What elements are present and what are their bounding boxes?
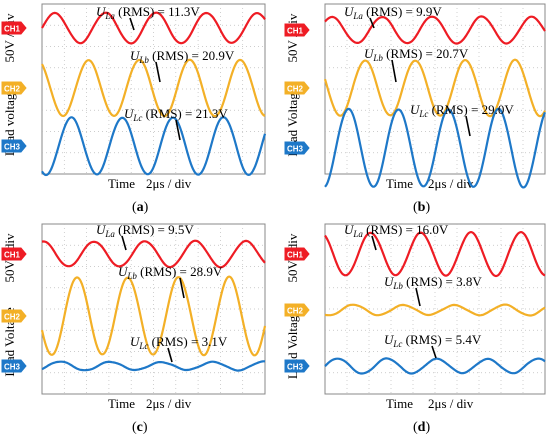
annotation-pointer xyxy=(391,59,397,83)
trace-ch3 xyxy=(41,116,267,177)
channel-badge-ch2: CH2 xyxy=(1,81,27,95)
panel-label: (c) xyxy=(132,420,148,435)
grid xyxy=(325,224,545,394)
channel-badge-ch3: CH3 xyxy=(1,139,27,153)
x-axis-label: Time xyxy=(386,396,413,411)
rms-annotation: ULc (RMS) = 21.3V xyxy=(124,106,228,123)
annotation-pointer xyxy=(415,287,421,307)
trace-ch2 xyxy=(41,58,266,118)
annotation-pointer xyxy=(175,119,181,141)
trace-ch3 xyxy=(324,357,546,375)
panel-b: 50V / div Load Voltage Time 2μs / div (b) CH1… xyxy=(284,3,547,215)
annotation-pointer xyxy=(167,347,173,363)
channel-badge-ch2: CH2 xyxy=(1,309,27,323)
y-axis-label: Load voltage xyxy=(2,88,17,156)
channel-badge-ch3: CH3 xyxy=(284,141,310,155)
rms-annotation: ULb (RMS) = 3.8V xyxy=(384,274,482,291)
rms-annotation: ULb (RMS) = 20.7V xyxy=(364,46,469,63)
trace-ch2 xyxy=(324,303,546,317)
rms-annotation: ULa (RMS) = 11.3V xyxy=(96,4,200,21)
x-axis-label: Time xyxy=(386,176,413,191)
rms-annotation: ULc (RMS) = 29.0V xyxy=(410,102,514,119)
panel-label: (d) xyxy=(413,420,430,435)
channel-badge-ch2: CH2 xyxy=(284,81,310,95)
channel-label: CH3 xyxy=(287,145,304,154)
rms-annotation: ULa (RMS) = 9.5V xyxy=(96,222,194,239)
trace-ch2 xyxy=(40,275,267,357)
rms-annotation: ULb (RMS) = 20.9V xyxy=(130,48,235,65)
trace-ch1 xyxy=(41,11,266,45)
grid xyxy=(42,224,265,394)
rms-annotation: ULc (RMS) = 5.4V xyxy=(384,332,482,349)
channel-badge-ch1: CH1 xyxy=(1,247,27,261)
channel-label: CH1 xyxy=(4,25,21,34)
channel-badge-ch1: CH1 xyxy=(1,21,27,35)
channel-label: CH2 xyxy=(287,85,304,94)
trace-ch1 xyxy=(324,15,546,45)
x-scale-label: 2μs / div xyxy=(428,396,474,411)
y-scale-label: 50V / div xyxy=(285,13,300,62)
rms-annotation: ULa (RMS) = 16.0V xyxy=(344,222,449,239)
rms-annotation: ULb (RMS) = 28.9V xyxy=(118,264,223,281)
x-axis-label: Time xyxy=(108,176,135,191)
panel-label: (b) xyxy=(413,200,430,215)
channel-label: CH3 xyxy=(4,363,21,372)
channel-label: CH1 xyxy=(4,251,21,260)
channel-label: CH1 xyxy=(287,27,304,36)
annotation-pointer xyxy=(129,17,135,31)
x-scale-label: 2μs / div xyxy=(146,176,192,191)
x-axis-label: Time xyxy=(108,396,135,411)
annotation-pointer xyxy=(431,345,437,359)
panel-label: (a) xyxy=(132,200,149,215)
annotation-pointer xyxy=(155,61,161,83)
channel-badge-ch2: CH2 xyxy=(284,303,310,317)
x-scale-label: 2μs / div xyxy=(428,176,474,191)
y-axis-label: Load Voltage xyxy=(285,87,300,156)
channel-badge-ch3: CH3 xyxy=(1,359,27,373)
trace-ch3 xyxy=(324,107,547,189)
trace-ch2 xyxy=(323,58,546,118)
annotation-pointer xyxy=(121,235,127,251)
y-scale-label: 50V / div xyxy=(2,13,17,62)
channel-label: CH3 xyxy=(4,143,21,152)
channel-badge-ch3: CH3 xyxy=(284,359,310,373)
trace-ch1 xyxy=(41,239,266,269)
annotation-pointer xyxy=(369,17,375,29)
panel-a: 50V / div Load voltage Time 2μs / div (a) CH1… xyxy=(1,3,267,215)
trace-ch3 xyxy=(41,360,266,372)
channel-badge-ch1: CH1 xyxy=(284,247,310,261)
channel-label: CH2 xyxy=(4,85,21,94)
y-axis-label: Load Voltage xyxy=(2,307,17,376)
channel-label: CH1 xyxy=(287,251,304,260)
channel-label: CH3 xyxy=(287,363,304,372)
annotation-pointer xyxy=(465,115,471,137)
annotation-pointer xyxy=(179,277,185,299)
x-scale-label: 2μs / div xyxy=(146,396,192,411)
rms-annotation: ULc (RMS) = 3.1V xyxy=(130,334,228,351)
rms-annotation: ULa (RMS) = 9.9V xyxy=(344,4,442,21)
channel-label: CH2 xyxy=(287,307,304,316)
trace-ch1 xyxy=(324,231,546,278)
channel-badge-ch1: CH1 xyxy=(284,23,310,37)
channel-label: CH2 xyxy=(4,313,21,322)
annotation-pointer xyxy=(371,235,377,251)
